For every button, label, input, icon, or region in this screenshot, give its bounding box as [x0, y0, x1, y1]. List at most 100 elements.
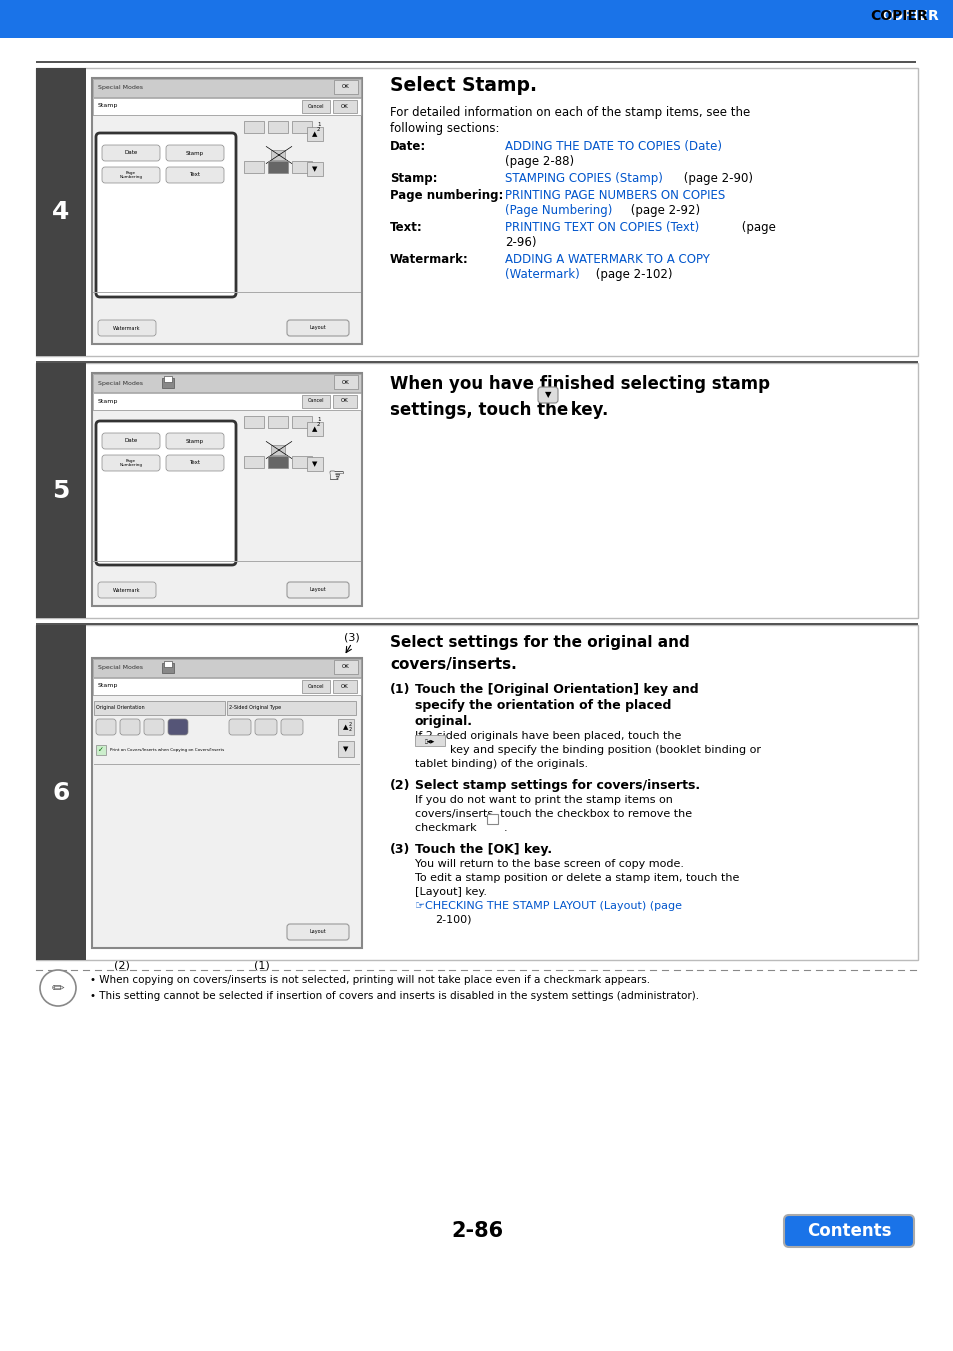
Bar [91, 78, 361, 345]
Text: ▼: ▼ [343, 746, 349, 753]
Text: ☞: ☞ [327, 466, 344, 485]
Text: Stamp:: Stamp: [390, 172, 437, 185]
Text: ☞CHECKING THE STAMP LAYOUT (Layout) (page: ☞CHECKING THE STAMP LAYOUT (Layout) (pag… [415, 901, 681, 911]
Bar [92, 374, 360, 392]
Text: (Watermark): (Watermark) [504, 267, 579, 281]
FancyBboxPatch shape [96, 422, 235, 565]
Text: Watermark: Watermark [113, 588, 141, 593]
Bar [333, 100, 356, 113]
FancyBboxPatch shape [102, 434, 160, 449]
Bar [333, 680, 356, 693]
Bar [164, 376, 172, 382]
FancyBboxPatch shape [168, 719, 188, 735]
Text: (2): (2) [114, 961, 130, 971]
Bar [91, 658, 361, 948]
Text: ▼: ▼ [312, 461, 317, 467]
Text: Stamp: Stamp [98, 684, 118, 689]
Text: 2-Sided Original Type: 2-Sided Original Type [229, 705, 281, 711]
FancyBboxPatch shape [229, 719, 251, 735]
Text: Select stamp settings for covers/inserts.: Select stamp settings for covers/inserts… [415, 780, 700, 792]
Bar [36, 363, 917, 617]
Bar [337, 719, 354, 735]
Bar [0, 0, 953, 32]
Bar [91, 373, 361, 607]
Text: 2-86: 2-86 [451, 1221, 502, 1242]
Text: OK: OK [342, 85, 350, 89]
Text: Stamp: Stamp [98, 104, 118, 108]
Text: • When copying on covers/inserts is not selected, printing will not take place e: • When copying on covers/inserts is not … [90, 975, 649, 985]
Text: Touch the [Original Orientation] key and: Touch the [Original Orientation] key and [415, 684, 698, 696]
Bar [307, 162, 323, 176]
Text: Text:: Text: [390, 222, 422, 234]
Bar [337, 740, 354, 757]
Bar [92, 99, 360, 115]
Text: (3): (3) [390, 843, 410, 857]
FancyBboxPatch shape [166, 455, 224, 471]
FancyBboxPatch shape [287, 320, 349, 336]
Text: (3): (3) [344, 634, 359, 643]
Text: Select settings for the original and: Select settings for the original and [390, 635, 689, 650]
Text: specify the orientation of the placed: specify the orientation of the placed [415, 698, 671, 712]
Text: Layout: Layout [310, 929, 326, 935]
Bar [36, 361, 917, 363]
Bar [302, 394, 330, 408]
Text: Date:: Date: [390, 141, 426, 153]
Text: If 2-sided originals have been placed, touch the: If 2-sided originals have been placed, t… [415, 731, 680, 740]
Text: covers/inserts, touch the checkbox to remove the: covers/inserts, touch the checkbox to re… [415, 809, 691, 819]
FancyBboxPatch shape [102, 168, 160, 182]
Text: 4: 4 [52, 200, 70, 224]
FancyBboxPatch shape [98, 320, 156, 336]
Bar [0, 32, 953, 38]
Bar [869, 0, 953, 32]
Text: ADDING THE DATE TO COPIES (Date): ADDING THE DATE TO COPIES (Date) [504, 141, 721, 153]
Text: Watermark: Watermark [113, 326, 141, 331]
FancyBboxPatch shape [281, 719, 303, 735]
Bar [164, 661, 172, 667]
Text: [Layout] key.: [Layout] key. [415, 888, 486, 897]
Text: Original Orientation: Original Orientation [96, 705, 145, 711]
Bar [92, 659, 360, 677]
Text: Page
Numbering: Page Numbering [119, 459, 142, 467]
Text: PRINTING TEXT ON COPIES (Text): PRINTING TEXT ON COPIES (Text) [504, 222, 699, 234]
FancyBboxPatch shape [254, 719, 276, 735]
Text: (page: (page [738, 222, 775, 234]
Text: 2
2: 2 2 [348, 721, 352, 732]
Bar [292, 416, 312, 428]
Text: ▼: ▼ [312, 166, 317, 172]
Bar [92, 678, 360, 694]
FancyBboxPatch shape [102, 455, 160, 471]
Text: Cancel: Cancel [308, 399, 324, 404]
Bar [162, 378, 173, 388]
Text: Touch the [OK] key.: Touch the [OK] key. [415, 843, 552, 857]
Text: Stamp: Stamp [186, 150, 204, 155]
Text: 5: 5 [52, 478, 70, 503]
Bar [334, 661, 357, 674]
Bar [36, 61, 915, 63]
Bar [92, 393, 360, 409]
Bar [244, 161, 264, 173]
Bar [869, 0, 953, 32]
Bar [292, 122, 312, 132]
Text: 1
2: 1 2 [316, 416, 320, 427]
Bar [486, 815, 497, 824]
Bar [244, 122, 264, 132]
Bar [36, 68, 917, 357]
Bar [302, 100, 330, 113]
Bar [36, 626, 917, 961]
Bar [36, 68, 86, 357]
Text: When you have finished selecting stamp: When you have finished selecting stamp [390, 376, 769, 393]
Text: You will return to the base screen of copy mode.: You will return to the base screen of co… [415, 859, 683, 869]
Bar [94, 701, 225, 715]
Text: (2): (2) [390, 780, 410, 792]
FancyBboxPatch shape [102, 145, 160, 161]
Text: (page 2-90): (page 2-90) [679, 172, 752, 185]
Text: COPIER: COPIER [869, 9, 926, 23]
Text: (1): (1) [253, 961, 270, 971]
Text: Contents: Contents [806, 1223, 890, 1240]
Text: key.: key. [564, 401, 608, 419]
FancyBboxPatch shape [287, 582, 349, 598]
FancyBboxPatch shape [287, 924, 349, 940]
Text: ⬛◀▶: ⬛◀▶ [424, 739, 435, 743]
Bar [292, 457, 312, 467]
Bar [244, 416, 264, 428]
